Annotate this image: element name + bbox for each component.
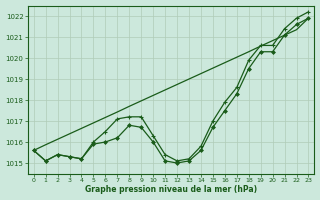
X-axis label: Graphe pression niveau de la mer (hPa): Graphe pression niveau de la mer (hPa) — [85, 185, 257, 194]
